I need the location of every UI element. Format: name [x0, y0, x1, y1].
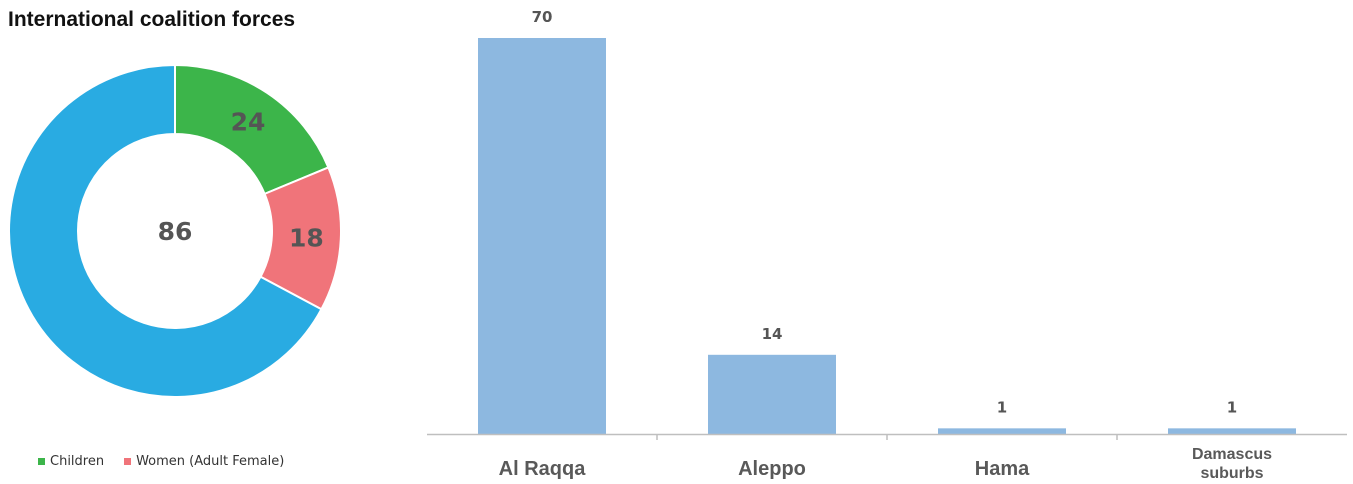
- bar-aleppo: [708, 354, 836, 434]
- x-tick-label: Hama: [975, 458, 1030, 480]
- donut-slice-label: 24: [231, 108, 266, 137]
- bar-value-label: 1: [1227, 398, 1237, 416]
- bar-al-raqqa: [478, 38, 606, 434]
- donut-slice-children: [174, 63, 330, 196]
- legend-swatch-children: [38, 458, 45, 465]
- legend-label-children: Children: [50, 454, 105, 469]
- x-tick-label: Aleppo: [738, 458, 806, 480]
- donut-legend: Children Women (Adult Female): [38, 454, 304, 469]
- bar-hama: [938, 428, 1066, 434]
- legend-item-women: Women (Adult Female): [124, 454, 284, 469]
- donut-chart: 24 18 86: [8, 63, 342, 398]
- x-tick-label: Damascus suburbs: [1192, 446, 1272, 482]
- bar-damascus-suburbs: [1168, 428, 1296, 434]
- donut-slice-other: [8, 63, 323, 398]
- donut-chart-title: International coalition forces: [8, 8, 296, 31]
- bar-value-label: 1: [997, 398, 1007, 416]
- legend-label-women: Women (Adult Female): [136, 454, 285, 469]
- bar-value-label: 14: [762, 325, 783, 343]
- donut-center-label: 86: [158, 217, 193, 246]
- bar-chart: 70 Al Raqqa 14 Aleppo 1 Hama 1 Damascus suburbs: [427, 8, 1347, 482]
- legend-swatch-women: [124, 458, 132, 465]
- donut-slice-label: 18: [289, 223, 324, 252]
- bar-value-label: 70: [532, 8, 553, 26]
- x-tick-label: Al Raqqa: [499, 458, 587, 480]
- legend-item-children: Children: [38, 454, 104, 469]
